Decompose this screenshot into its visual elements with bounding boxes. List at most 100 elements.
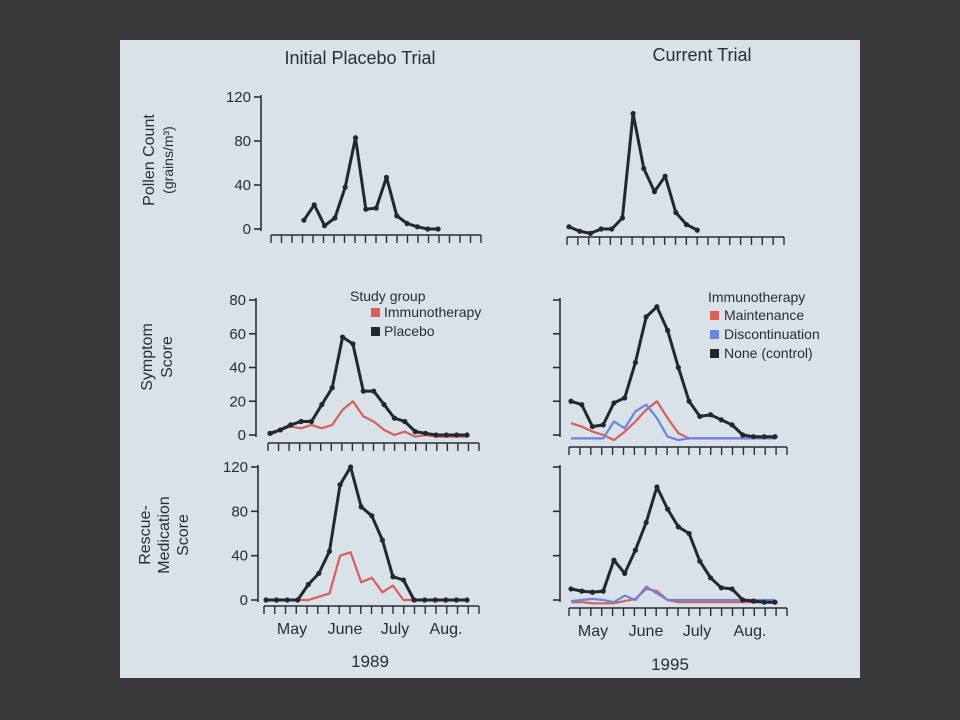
pollen-1989-series-point <box>435 226 441 232</box>
pollen-1989-series-point <box>301 217 307 223</box>
pollen-1989-y-tick-label: 120 <box>226 89 251 106</box>
left-legend-placebo: Placebo <box>384 323 435 339</box>
symptom-1989-placebo-point <box>339 334 346 340</box>
rescue-1989-panel: 0 40 80 120 <box>223 459 480 614</box>
pollen-1989-y-tick-label: 80 <box>234 133 251 150</box>
left-month-may: May <box>277 621 307 638</box>
symptom-1989-placebo-point <box>371 388 377 394</box>
symptom-1995-none-control--point <box>568 398 574 404</box>
right-month-may: May <box>578 623 608 640</box>
pollen-1995-series-point <box>683 222 690 228</box>
pollen-label-line-2: (grains/m³) <box>160 126 176 194</box>
rescue-1989-placebo-point <box>400 577 407 583</box>
symptom-1995-none-control--point <box>579 402 585 408</box>
rescue-1989-placebo-point <box>326 548 333 554</box>
rescue-1989-y-tick-label: 80 <box>231 503 248 520</box>
rescue-1989-placebo-point <box>263 597 269 603</box>
symptom-1989-placebo-point <box>360 388 366 394</box>
symptom-label-line-1: Symptom <box>139 323 156 391</box>
rescue-1989-placebo-point <box>369 513 375 519</box>
pollen-1989-series-point <box>383 174 390 180</box>
left-legend-title: Study group <box>350 288 426 304</box>
rescue-1989-placebo-point <box>316 570 322 577</box>
rescue-1989-placebo-point <box>337 482 343 488</box>
pollen-1989-series-point <box>321 223 328 229</box>
symptom-1995-none-control--point <box>665 327 671 333</box>
symptom-1995-none-control--point <box>654 304 660 310</box>
symptom-1995-none-control--point <box>675 364 681 371</box>
rescue-1995-none-control--point <box>632 547 639 553</box>
right-month-june: June <box>629 623 664 640</box>
symptom-label-line-2: Score <box>159 336 176 378</box>
pollen-1995-series-point <box>641 165 647 172</box>
pollen-1989-series-point <box>394 213 400 219</box>
symptom-1989-placebo-point <box>298 418 304 425</box>
right-legend-maintenance: Maintenance <box>724 307 804 323</box>
symptom-1995-none-control--point <box>740 432 746 438</box>
right-legend-discontinuation: Discontinuation <box>724 326 820 342</box>
pollen-1995-series-point <box>587 230 593 236</box>
symptom-1989-placebo-point <box>277 427 283 433</box>
rescue-1989-placebo-point <box>443 597 449 603</box>
symptom-1989-placebo-point <box>350 341 356 347</box>
symptom-1989-placebo-point <box>267 430 273 436</box>
pollen-1989-series-point <box>332 215 338 221</box>
pollen-1995-series-point <box>609 226 615 232</box>
symptom-1995-none-control--point <box>589 423 596 430</box>
symptom-1995-none-control--point <box>729 422 735 428</box>
left-year: 1989 <box>351 652 389 671</box>
symptom-1989-y-tick-label: 40 <box>229 360 246 377</box>
pollen-1995-series-point <box>630 110 636 117</box>
pollen-1995-panel <box>566 110 785 245</box>
pollen-1989-series-point <box>373 205 379 211</box>
rescue-1989-placebo-point <box>295 597 301 603</box>
rescue-1995-none-control--point <box>665 506 671 512</box>
pollen-1995-series-point <box>662 173 668 179</box>
symptom-1989-panel: 0 20 40 60 80 <box>229 292 480 451</box>
left-legend-immunotherapy: Immunotherapy <box>384 304 481 320</box>
rescue-1995-none-control--point <box>729 586 735 592</box>
pollen-1989-series-point <box>404 220 410 227</box>
symptom-1995-none-control--point <box>622 395 628 401</box>
pollen-1995-series-point <box>577 228 583 234</box>
symptom-1995-discontinuation-line <box>571 403 775 442</box>
right-month-aug: Aug. <box>734 623 767 640</box>
rescue-label-line-1: Rescue- <box>137 505 154 565</box>
rescue-1989-placebo-point <box>411 597 417 603</box>
symptom-1995-none-control--point <box>761 434 767 440</box>
symptom-1995-none-control--point <box>772 434 778 440</box>
legend-swatch-immunotherapy <box>371 308 380 317</box>
symptom-1995-none-control--point <box>632 359 639 366</box>
left-month-july: July <box>381 621 409 638</box>
symptom-1989-placebo-point <box>319 402 325 408</box>
symptom-1989-placebo-point <box>391 415 398 421</box>
symptom-1989-placebo-point <box>288 422 294 428</box>
rescue-1995-none-control--line <box>570 485 775 604</box>
symptom-1989-placebo-point <box>329 385 335 391</box>
right-legend-none-control: None (control) <box>724 345 813 361</box>
rescue-1989-placebo-point <box>422 597 428 603</box>
symptom-1989-y-tick-label: 60 <box>229 326 246 343</box>
symptom-1989-y-tick-label: 20 <box>229 393 246 410</box>
pollen-1989-series-point <box>363 206 369 212</box>
right-month-july: July <box>683 623 711 640</box>
symptom-1989-placebo-point <box>412 429 418 435</box>
rescue-1989-immunotherapy-line <box>266 551 467 602</box>
rescue-1989-y-tick-label: 40 <box>231 548 248 565</box>
right-year: 1995 <box>651 655 689 674</box>
pollen-1989-series-point <box>414 224 421 230</box>
rescue-1995-none-control--point <box>675 524 681 530</box>
symptom-1989-placebo-point <box>464 432 470 438</box>
pollen-label-line-1: Pollen Count <box>141 114 158 206</box>
symptom-1995-none-control--point <box>697 413 703 420</box>
legend-swatch-placebo <box>371 327 380 336</box>
symptom-1989-y-tick-label: 80 <box>229 292 246 309</box>
rescue-1989-placebo-point <box>358 504 364 510</box>
pollen-1995-series-point <box>651 189 658 195</box>
pollen-1995-series-point <box>619 215 626 221</box>
pollen-1989-series-point <box>311 202 317 208</box>
rescue-1995-none-control--point <box>686 530 692 537</box>
rescue-1995-none-control--point <box>697 558 703 564</box>
rescue-1995-none-control--point <box>568 586 574 592</box>
symptom-1989-placebo-point <box>381 402 387 408</box>
